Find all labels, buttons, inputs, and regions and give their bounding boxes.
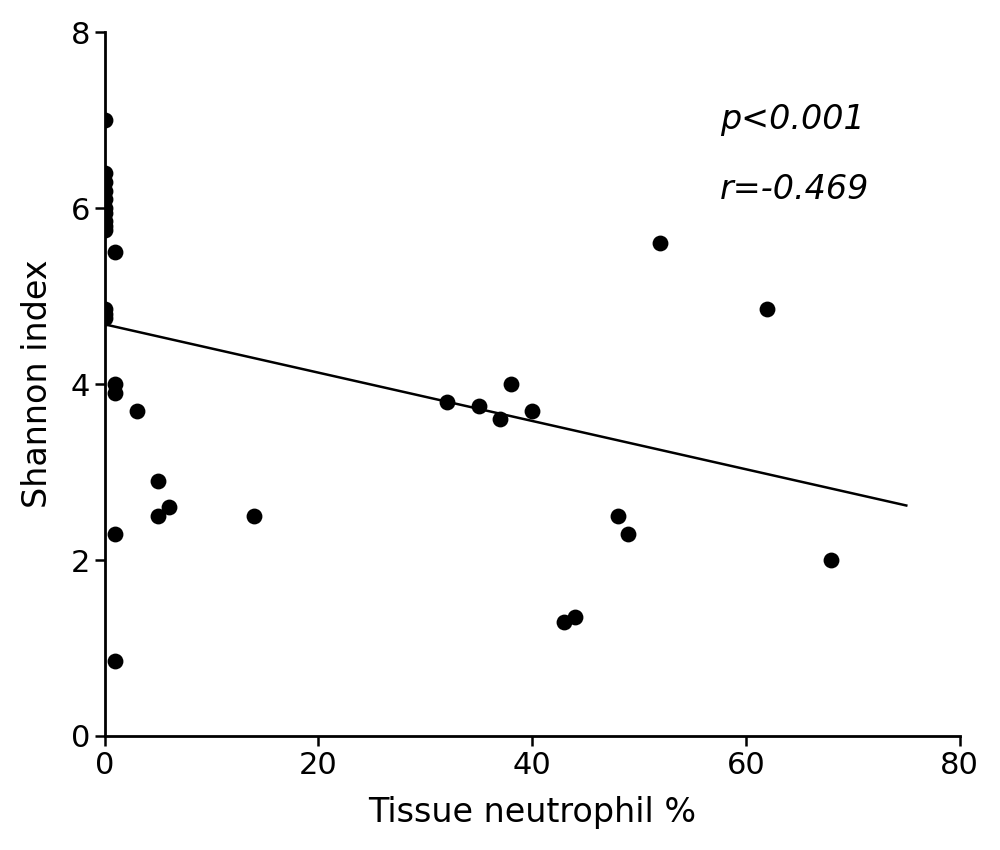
Point [107, 377, 123, 391]
Point [471, 400, 487, 413]
Point [503, 377, 519, 391]
Point [107, 654, 123, 668]
Point [97, 311, 113, 325]
Point [97, 214, 113, 228]
Point [97, 114, 113, 128]
Point [150, 474, 166, 488]
Point [97, 303, 113, 316]
Point [97, 201, 113, 215]
Point [556, 615, 572, 628]
Point [524, 404, 540, 417]
Point [492, 412, 508, 426]
Point [97, 167, 113, 180]
Text: r=-0.469: r=-0.469 [720, 173, 870, 206]
Y-axis label: Shannon index: Shannon index [21, 260, 54, 508]
Point [97, 184, 113, 197]
Point [97, 193, 113, 207]
Point [107, 386, 123, 400]
Point [97, 206, 113, 219]
Point [150, 509, 166, 523]
Point [107, 246, 123, 259]
Point [161, 501, 177, 514]
Point [567, 610, 583, 624]
Point [620, 527, 636, 541]
Point [97, 224, 113, 237]
Point [97, 219, 113, 233]
Point [97, 307, 113, 320]
Point [823, 553, 839, 567]
Point [107, 527, 123, 541]
Point [759, 303, 775, 316]
Point [439, 395, 455, 409]
Point [652, 236, 668, 250]
Point [610, 509, 626, 523]
Text: p<0.001: p<0.001 [720, 103, 865, 136]
Point [129, 404, 145, 417]
Point [246, 509, 262, 523]
X-axis label: Tissue neutrophil %: Tissue neutrophil % [368, 796, 696, 829]
Point [97, 175, 113, 189]
